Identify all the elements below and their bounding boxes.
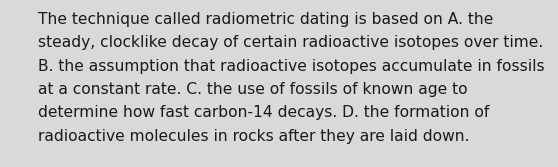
Text: radioactive molecules in rocks after they are laid down.: radioactive molecules in rocks after the… xyxy=(38,128,469,143)
Text: at a constant rate. C. the use of fossils of known age to: at a constant rate. C. the use of fossil… xyxy=(38,82,468,97)
Text: B. the assumption that radioactive isotopes accumulate in fossils: B. the assumption that radioactive isoto… xyxy=(38,59,545,74)
Text: The technique called radiometric dating is based on A. the: The technique called radiometric dating … xyxy=(38,12,493,27)
Text: steady, clocklike decay of certain radioactive isotopes over time.: steady, clocklike decay of certain radio… xyxy=(38,35,543,50)
Text: determine how fast carbon-14 decays. D. the formation of: determine how fast carbon-14 decays. D. … xyxy=(38,105,489,120)
